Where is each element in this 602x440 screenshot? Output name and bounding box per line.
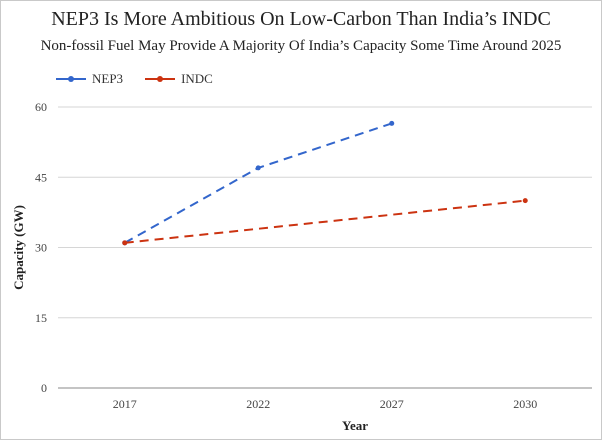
- y-tick-label: 15: [35, 311, 47, 325]
- y-tick-label: 60: [35, 100, 47, 114]
- legend-label-indc: INDC: [181, 71, 213, 86]
- y-tick-label: 30: [35, 241, 47, 255]
- y-tick-label: 0: [41, 381, 47, 395]
- chart-title: NEP3 Is More Ambitious On Low-Carbon Tha…: [51, 8, 551, 30]
- x-axis-label: Year: [342, 418, 368, 433]
- legend-swatch-indc: [145, 74, 176, 84]
- series-line-nep3: [124, 122, 393, 244]
- data-point-nep3: [255, 165, 261, 171]
- x-tick-label: 2017: [113, 397, 137, 411]
- y-axis-label: Capacity (GW): [11, 205, 26, 290]
- legend: NEP3 INDC: [56, 71, 213, 87]
- series-line-indc: [124, 199, 526, 244]
- x-tick-label: 2030: [513, 397, 537, 411]
- chart-subtitle: Non-fossil Fuel May Provide A Majority O…: [40, 38, 562, 54]
- legend-item-indc[interactable]: INDC: [145, 71, 213, 87]
- x-tick-label: 2022: [246, 397, 270, 411]
- legend-swatch-nep3: [56, 74, 86, 84]
- data-point-indc: [122, 240, 128, 246]
- y-tick-label: 45: [35, 170, 47, 184]
- data-point-indc: [522, 198, 528, 204]
- data-point-nep3: [389, 120, 395, 126]
- x-tick-label: 2027: [380, 397, 404, 411]
- legend-label-nep3: NEP3: [92, 71, 124, 86]
- legend-item-nep3[interactable]: NEP3: [56, 71, 123, 87]
